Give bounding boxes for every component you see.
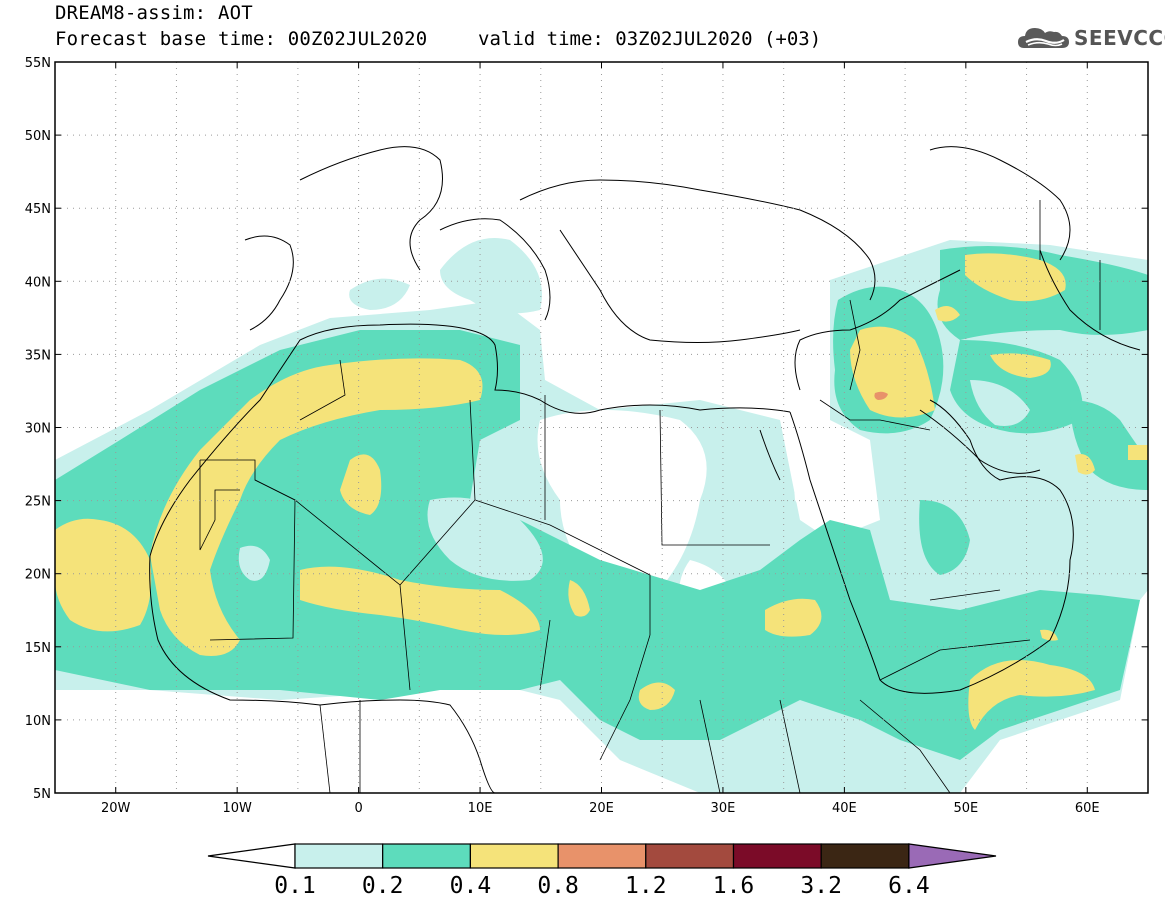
lat-tick-label: 35N <box>25 348 51 363</box>
lat-tick-label: 10N <box>25 714 51 729</box>
map-title: DREAM8-assim: AOT <box>55 2 253 24</box>
colorbar-label: 1.2 <box>625 873 667 899</box>
latitude-axis: 5N 10N 15N 20N 25N 30N 35N 40N 45N 50N 55N <box>25 56 1148 802</box>
colorbar-label: 0.8 <box>537 873 579 899</box>
colorbar-label: 0.1 <box>274 873 316 899</box>
lat-tick-label: 40N <box>25 275 51 290</box>
lon-tick-label: 10W <box>222 801 252 816</box>
lon-tick-label: 20E <box>589 801 614 816</box>
colorbar-swatch <box>294 843 384 869</box>
lat-tick-label: 55N <box>25 56 51 71</box>
colorbar-swatch <box>382 843 472 869</box>
colorbar-low-arrow <box>207 843 296 869</box>
seevccc-logo: SEEVCCC <box>1016 22 1165 58</box>
lon-tick-label: 50E <box>953 801 978 816</box>
valid-time: valid time: 03Z02JUL2020 (+03) <box>478 28 822 50</box>
lat-tick-label: 5N <box>33 787 51 802</box>
longitude-axis: 20W 10W 0 10E 20E 30E 40E 50E 60E <box>101 62 1100 816</box>
lon-tick-label: 30E <box>711 801 736 816</box>
lat-tick-label: 30N <box>25 422 51 437</box>
colorbar-label: 0.4 <box>450 873 492 899</box>
lat-tick-label: 50N <box>25 129 51 144</box>
colorbar-swatch <box>557 843 647 869</box>
logo-text: SEEVCCC <box>1074 26 1165 50</box>
colorbar-label: 6.4 <box>888 873 930 899</box>
colorbar-label: 3.2 <box>800 873 842 899</box>
lon-tick-label: 10E <box>468 801 493 816</box>
colorbar-swatch <box>820 843 910 869</box>
lat-tick-label: 45N <box>25 202 51 217</box>
lon-tick-label: 60E <box>1075 801 1100 816</box>
colorbar-swatch <box>732 843 822 869</box>
coastlines <box>149 146 1141 793</box>
gridlines <box>54 62 1149 793</box>
lon-tick-label: 0 <box>354 801 362 816</box>
lat-tick-label: 25N <box>25 495 51 510</box>
lon-tick-label: 20W <box>101 801 131 816</box>
colorbar-label: 0.2 <box>362 873 404 899</box>
colorbar-label: 1.6 <box>713 873 755 899</box>
colorbar-swatch <box>645 843 735 869</box>
lon-tick-label: 40E <box>832 801 857 816</box>
lat-tick-label: 15N <box>25 641 51 656</box>
lat-tick-label: 20N <box>25 568 51 583</box>
colorbar: 0.1 0.2 0.4 0.8 1.2 1.6 3.2 6.4 <box>207 843 997 899</box>
colorbar-high-arrow <box>908 843 997 869</box>
colorbar-swatch <box>469 843 559 869</box>
cloud-icon <box>1018 28 1069 48</box>
country-borders <box>199 200 1101 793</box>
aot-field <box>55 238 1148 793</box>
forecast-base-time: Forecast base time: 00Z02JUL2020 <box>55 28 428 50</box>
